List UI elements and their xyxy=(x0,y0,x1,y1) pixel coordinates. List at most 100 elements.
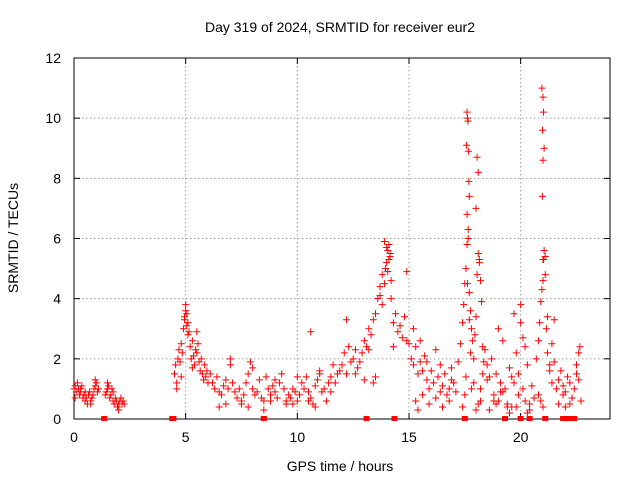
data-point xyxy=(336,367,344,375)
data-point xyxy=(398,334,406,342)
data-point xyxy=(287,394,295,402)
data-point xyxy=(365,346,373,354)
data-point xyxy=(447,364,455,372)
data-point xyxy=(519,334,527,342)
data-point xyxy=(302,373,310,381)
data-point xyxy=(480,358,488,366)
data-point xyxy=(473,153,481,161)
data-point xyxy=(267,397,275,405)
data-point xyxy=(469,337,477,345)
data-point xyxy=(260,397,268,405)
data-point xyxy=(173,385,181,393)
data-point xyxy=(497,388,505,396)
zero-value-point xyxy=(363,416,370,421)
data-point xyxy=(211,385,219,393)
data-point xyxy=(472,406,480,414)
data-point xyxy=(401,313,409,321)
data-point xyxy=(546,367,554,375)
data-point xyxy=(430,379,438,387)
y-tick-label: 4 xyxy=(53,291,61,307)
data-point xyxy=(91,382,99,390)
zero-value-point xyxy=(517,416,524,421)
data-point xyxy=(441,370,449,378)
data-point xyxy=(445,397,453,405)
data-point xyxy=(193,328,201,336)
data-point xyxy=(356,358,364,366)
data-point xyxy=(414,370,422,378)
data-point xyxy=(541,271,549,279)
data-point xyxy=(177,373,185,381)
data-point xyxy=(293,397,301,405)
data-point xyxy=(557,367,565,375)
data-point xyxy=(537,298,545,306)
data-point xyxy=(465,177,473,185)
data-point xyxy=(173,379,181,387)
data-point xyxy=(198,370,206,378)
data-point xyxy=(271,388,279,396)
data-point xyxy=(342,370,350,378)
data-point xyxy=(305,397,312,405)
zero-value-point xyxy=(560,416,567,421)
data-point xyxy=(222,400,230,408)
data-point xyxy=(506,409,513,417)
data-point xyxy=(464,117,472,125)
data-point xyxy=(271,376,279,384)
data-point xyxy=(360,376,368,384)
data-point xyxy=(503,403,511,411)
data-point xyxy=(215,403,223,411)
data-point xyxy=(423,376,431,384)
data-point xyxy=(244,370,252,378)
data-point xyxy=(329,361,337,369)
data-point xyxy=(510,310,518,318)
data-point xyxy=(311,403,319,411)
data-point xyxy=(367,331,375,339)
data-point xyxy=(465,192,473,200)
data-point xyxy=(425,400,433,408)
data-point xyxy=(474,400,482,408)
data-point xyxy=(506,364,513,372)
data-point xyxy=(548,340,556,348)
data-point xyxy=(327,373,335,381)
data-point xyxy=(93,388,101,396)
data-point xyxy=(171,370,178,378)
data-point xyxy=(460,301,468,309)
data-point xyxy=(396,322,404,330)
zero-value-point xyxy=(170,416,177,421)
data-point xyxy=(409,325,417,333)
data-point xyxy=(485,406,493,414)
data-point xyxy=(189,352,197,360)
y-tick-label: 0 xyxy=(53,411,61,427)
data-point xyxy=(213,373,221,381)
tick-labels: 0 5 10 15 20 0 2 4 6 8 10 12 xyxy=(45,50,528,445)
data-point xyxy=(576,343,584,351)
data-point xyxy=(338,361,346,369)
data-point xyxy=(305,388,312,396)
data-point xyxy=(282,400,290,408)
data-point xyxy=(573,361,580,369)
zero-value-point xyxy=(542,416,549,421)
zero-value-point xyxy=(260,416,267,421)
data-point xyxy=(222,376,230,384)
y-tick-label: 8 xyxy=(53,170,61,186)
data-point xyxy=(523,409,531,417)
data-point xyxy=(102,388,110,396)
data-point xyxy=(206,370,214,378)
data-point xyxy=(172,361,180,369)
data-point xyxy=(492,370,500,378)
data-point xyxy=(555,376,563,384)
data-point xyxy=(389,319,397,327)
data-point xyxy=(262,373,270,381)
data-point xyxy=(575,376,583,384)
data-point xyxy=(479,370,487,378)
data-point xyxy=(260,406,268,414)
data-point xyxy=(510,379,518,387)
data-point xyxy=(445,385,453,393)
data-point xyxy=(278,370,286,378)
data-point xyxy=(120,400,128,408)
data-point xyxy=(280,385,288,393)
data-point xyxy=(443,391,451,399)
data-point xyxy=(78,382,86,390)
data-point xyxy=(566,400,574,408)
data-point xyxy=(186,343,194,351)
data-point xyxy=(203,367,211,375)
